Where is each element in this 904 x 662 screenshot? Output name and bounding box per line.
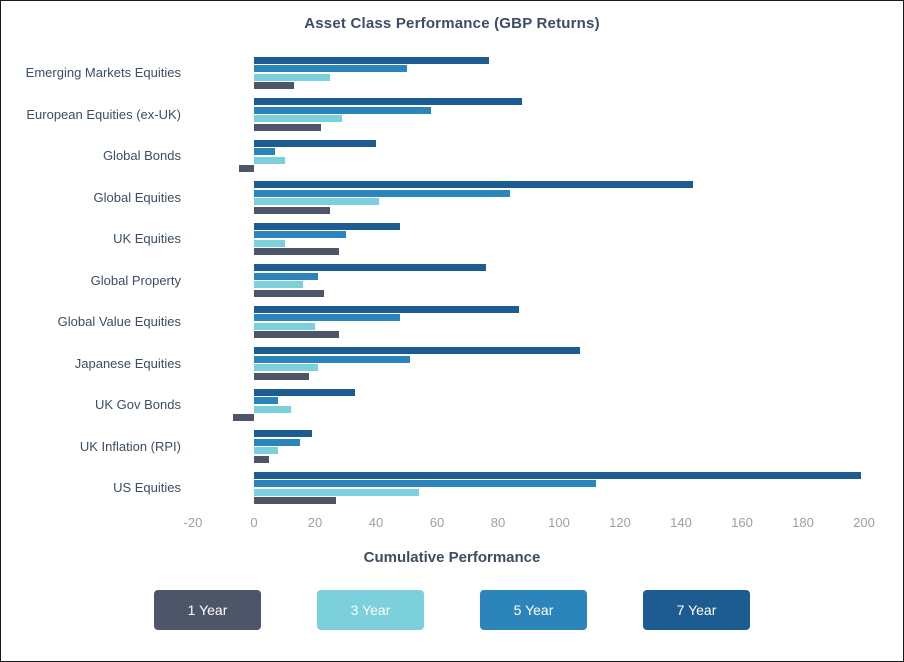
chart-row: Japanese Equities — [1, 343, 903, 385]
bar-3-year — [254, 73, 331, 81]
bar-3-year — [254, 488, 419, 496]
bar-7-year — [254, 139, 376, 147]
bar-7-year — [254, 471, 861, 479]
bar-7-year — [254, 264, 486, 271]
bar-1-year — [254, 497, 337, 504]
bar-3-year — [254, 322, 315, 330]
bar-5-year — [254, 438, 300, 446]
bar-5-year — [254, 189, 511, 197]
bar-chart-plot-area: Emerging Markets Equities European Equiti… — [1, 52, 903, 509]
chart-row: European Equities (ex-UK) — [1, 94, 903, 136]
x-axis-tick: 100 — [548, 514, 570, 530]
bar-group — [193, 218, 903, 260]
bar-1-year — [254, 289, 325, 297]
category-label: Emerging Markets Equities — [25, 65, 181, 81]
bar-1-year — [238, 165, 254, 172]
bar-group — [193, 135, 903, 177]
bar-group — [193, 301, 903, 343]
bar-group — [193, 177, 903, 219]
bar-1-year — [254, 372, 309, 380]
bar-1-year — [254, 331, 340, 338]
bar-5-year — [254, 355, 410, 363]
category-label: UK Gov Bonds — [95, 397, 181, 413]
x-axis-label: Cumulative Performance — [363, 548, 541, 566]
bar-5-year — [254, 397, 279, 404]
bar-group — [193, 343, 903, 385]
category-label: US Equities — [113, 480, 181, 496]
bar-1-year — [254, 82, 294, 89]
bar-5-year — [254, 65, 407, 72]
category-label: Global Bonds — [102, 148, 181, 164]
x-axis-tick: 180 — [792, 514, 814, 530]
x-axis-tick: 200 — [853, 514, 875, 530]
bar-1-year — [254, 123, 322, 131]
bar-3-year — [254, 364, 319, 371]
bar-5-year — [254, 480, 596, 487]
bar-3-year — [254, 115, 343, 122]
legend-item-5-year[interactable]: 5 Year — [480, 589, 587, 630]
chart-row: US Equities — [1, 467, 903, 509]
bar-5-year — [254, 148, 276, 155]
x-axis-tick: 0 — [250, 514, 258, 530]
bar-1-year — [254, 455, 270, 463]
x-axis-tick: -20 — [183, 514, 203, 530]
bar-3-year — [254, 239, 285, 247]
bar-3-year — [254, 405, 291, 413]
category-label: Global Property — [90, 272, 181, 288]
chart-row: Emerging Markets Equities — [1, 52, 903, 94]
bar-3-year — [254, 156, 285, 164]
x-axis-tick: 40 — [368, 514, 384, 530]
bar-group — [193, 426, 903, 468]
bar-5-year — [254, 272, 319, 280]
bar-7-year — [254, 98, 523, 105]
category-label: Japanese Equities — [74, 355, 181, 371]
x-axis-tick: 140 — [670, 514, 692, 530]
x-axis-tick: 20 — [307, 514, 323, 530]
bar-1-year — [254, 206, 331, 214]
category-label: Global Value Equities — [57, 314, 181, 330]
category-label: Global Equities — [93, 189, 181, 205]
bar-group — [193, 467, 903, 509]
category-label: European Equities (ex-UK) — [26, 106, 181, 122]
bar-group — [193, 260, 903, 302]
bar-7-year — [254, 430, 312, 437]
x-axis-tick: 160 — [731, 514, 753, 530]
bar-5-year — [254, 314, 401, 321]
chart-row: Global Value Equities — [1, 301, 903, 343]
bar-7-year — [254, 388, 355, 396]
chart-row: Global Property — [1, 260, 903, 302]
bar-group — [193, 94, 903, 136]
legend: 1 Year 3 Year 5 Year 7 Year — [1, 589, 903, 630]
chart-title: Asset Class Performance (GBP Returns) — [304, 15, 600, 32]
bar-7-year — [254, 222, 401, 230]
bar-3-year — [254, 198, 380, 205]
chart-row: UK Equities — [1, 218, 903, 260]
x-axis-tick: 80 — [490, 514, 506, 530]
bar-3-year — [254, 281, 303, 288]
bar-group — [193, 384, 903, 426]
bar-group — [193, 52, 903, 94]
chart-row: UK Inflation (RPI) — [1, 426, 903, 468]
bar-3-year — [254, 447, 279, 454]
bar-5-year — [254, 231, 346, 238]
category-label: UK Equities — [113, 231, 181, 247]
x-axis: -20 0 20 40 60 80 100 120 140 160 180 200 — [184, 509, 903, 533]
x-axis-tick: 120 — [609, 514, 631, 530]
bar-7-year — [254, 56, 489, 64]
bar-7-year — [254, 181, 694, 188]
legend-item-3-year[interactable]: 3 Year — [317, 589, 424, 630]
bar-7-year — [254, 305, 520, 313]
bar-1-year — [254, 248, 340, 255]
legend-item-7-year[interactable]: 7 Year — [643, 589, 750, 630]
chart-row: Global Bonds — [1, 135, 903, 177]
category-label: UK Inflation (RPI) — [79, 438, 181, 454]
chart-row: UK Gov Bonds — [1, 384, 903, 426]
bar-5-year — [254, 106, 431, 114]
x-axis-tick: 60 — [429, 514, 445, 530]
legend-item-1-year[interactable]: 1 Year — [154, 589, 261, 630]
bar-1-year — [232, 414, 254, 421]
bar-7-year — [254, 347, 581, 354]
chart-row: Global Equities — [1, 177, 903, 219]
